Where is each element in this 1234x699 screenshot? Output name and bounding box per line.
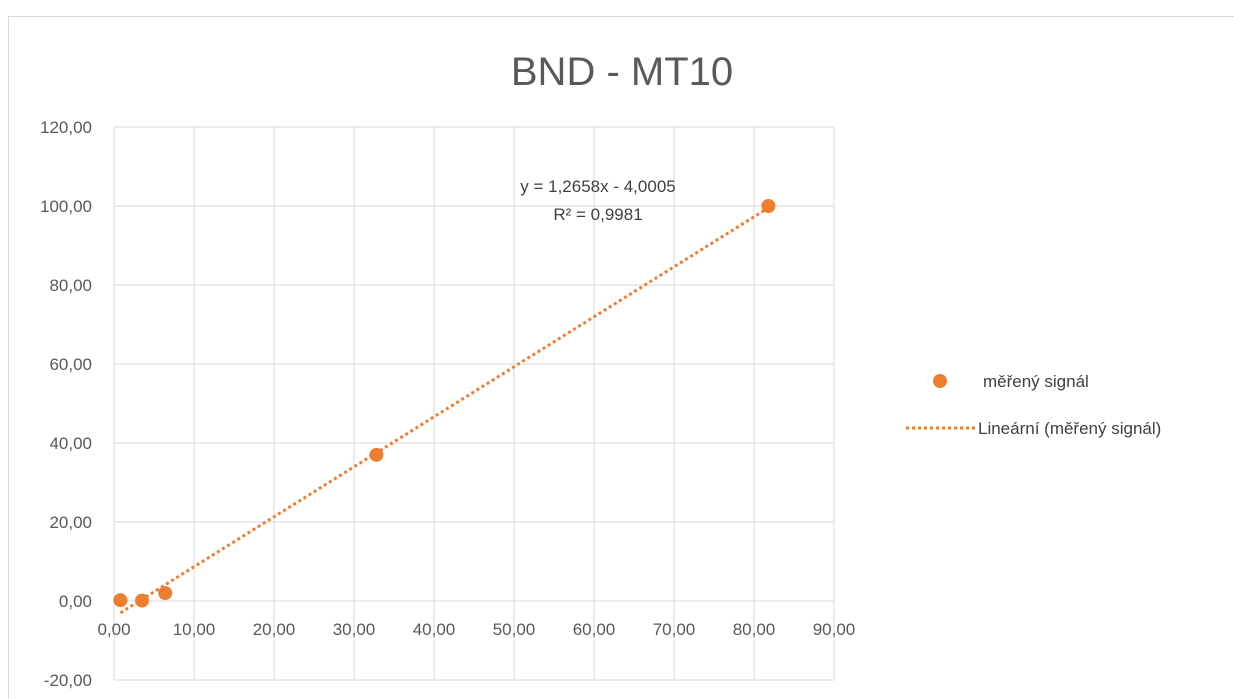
y-tick-label-1: 0,00 <box>59 592 92 611</box>
y-tick-labels: -20,00 0,00 20,00 40,00 60,00 80,00 100,00 120,… <box>40 118 92 690</box>
x-tick-label-6: 60,00 <box>573 620 616 639</box>
data-point-2 <box>158 586 173 601</box>
y-tick-label-7: 120,00 <box>40 118 92 137</box>
x-tick-label-9: 90,00 <box>813 620 856 639</box>
trendline-equation: y = 1,2658x - 4,0005 <box>520 177 675 196</box>
legend: měřený signál Lineární (měřený signál) <box>906 372 1161 438</box>
x-tick-label-5: 50,00 <box>493 620 536 639</box>
legend-marker-scatter <box>933 374 947 388</box>
chart-frame <box>8 16 1234 699</box>
legend-label-trend: Lineární (měřený signál) <box>978 419 1161 438</box>
x-tick-labels: 0,00 10,00 20,00 30,00 40,00 50,00 60,00 70,00 8… <box>97 620 855 639</box>
data-point-1 <box>135 593 149 608</box>
legend-label-scatter: měřený signál <box>983 372 1089 391</box>
y-tick-label-0: -20,00 <box>44 671 92 690</box>
x-tick-label-8: 80,00 <box>733 620 776 639</box>
trendline-layer <box>119 206 770 615</box>
trendline-r-squared: R² = 0,9981 <box>553 205 642 224</box>
trendline <box>119 206 770 615</box>
data-points <box>113 199 776 608</box>
data-point-3 <box>369 447 384 462</box>
x-tick-label-1: 10,00 <box>173 620 216 639</box>
x-tick-label-2: 20,00 <box>253 620 296 639</box>
y-tick-label-2: 20,00 <box>49 513 92 532</box>
chart-title: BND - MT10 <box>511 50 733 94</box>
data-point-0 <box>113 593 128 608</box>
x-tick-label-7: 70,00 <box>653 620 696 639</box>
x-tick-label-4: 40,00 <box>413 620 456 639</box>
x-tick-label-3: 30,00 <box>333 620 376 639</box>
y-tick-label-3: 40,00 <box>49 434 92 453</box>
data-point-4 <box>761 199 776 213</box>
y-tick-label-5: 80,00 <box>49 276 92 295</box>
grid-layer <box>113 126 835 681</box>
y-tick-label-6: 100,00 <box>40 197 92 216</box>
x-tick-label-0: 0,00 <box>97 620 130 639</box>
y-tick-label-4: 60,00 <box>49 355 92 374</box>
